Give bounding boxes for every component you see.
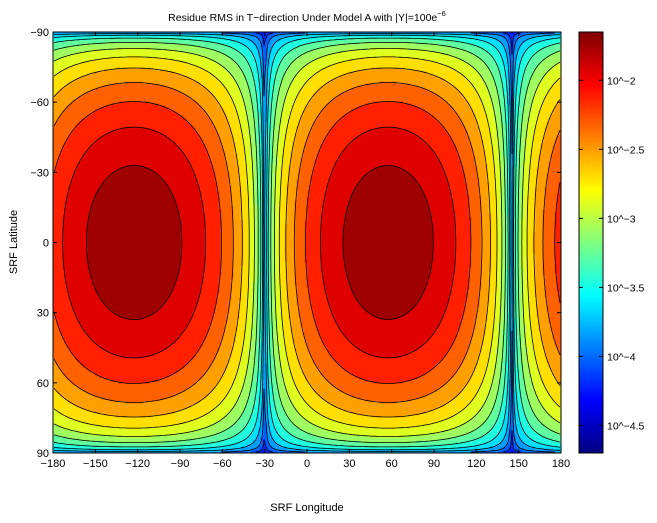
colorbar-ticks: 10^−2 10^−2.5 10^−3 10^−3.5 10^−4 10^−4.5: [579, 75, 644, 432]
colorbar-tick-label: 10^−4.5: [607, 420, 644, 432]
x-tick-label: −30: [255, 458, 274, 470]
colorbar-gradient: [579, 32, 603, 453]
y-axis: −90 −60 −30 0 30 60 90: [30, 27, 561, 460]
x-tick-label: 90: [428, 458, 440, 470]
x-tick-label: 60: [386, 458, 398, 470]
y-tick-label: −60: [30, 97, 49, 109]
x-tick-label: 120: [467, 458, 485, 470]
contour-plot-area: [53, 32, 561, 453]
x-tick-label: −180: [41, 458, 66, 470]
x-tick-label: 30: [343, 458, 355, 470]
x-tick-label: −150: [83, 458, 108, 470]
y-tick-label: −30: [30, 167, 49, 179]
colorbar-frame: [578, 31, 604, 454]
x-tick-label: −90: [171, 458, 190, 470]
x-tick-label: 0: [304, 458, 310, 470]
colorbar-tick-label: 10^−3: [607, 213, 636, 225]
y-tick-label: 30: [37, 308, 49, 320]
y-tick-label: −90: [30, 27, 49, 39]
x-tick-label: −60: [213, 458, 232, 470]
y-axis-label: SRF Latitude: [8, 210, 20, 274]
x-axis: −180 −150 −120 −90 −60 −30 0 30 60 90 120 150 180: [41, 32, 570, 470]
y-tick-label: 0: [43, 238, 49, 250]
chart-title: Residue RMS in T−direction Under Model A…: [168, 9, 446, 24]
x-tick-label: −120: [125, 458, 150, 470]
y-tick-label: 60: [37, 378, 49, 390]
y-tick-label: 90: [37, 448, 49, 460]
colorbar-tick-label: 10^−2: [607, 75, 636, 87]
colorbar-tick-label: 10^−4: [607, 351, 636, 363]
colorbar-tick-label: 10^−2.5: [607, 144, 644, 156]
colorbar-tick-label: 10^−3.5: [607, 282, 644, 294]
x-tick-label: 150: [509, 458, 527, 470]
contour-lines: [53, 32, 561, 453]
colorbar: 10^−2 10^−2.5 10^−3 10^−3.5 10^−4 10^−4.5: [578, 31, 644, 454]
x-tick-label: 180: [552, 458, 570, 470]
heatmap-raster: [53, 32, 561, 453]
x-axis-label: SRF Longitude: [270, 502, 343, 514]
